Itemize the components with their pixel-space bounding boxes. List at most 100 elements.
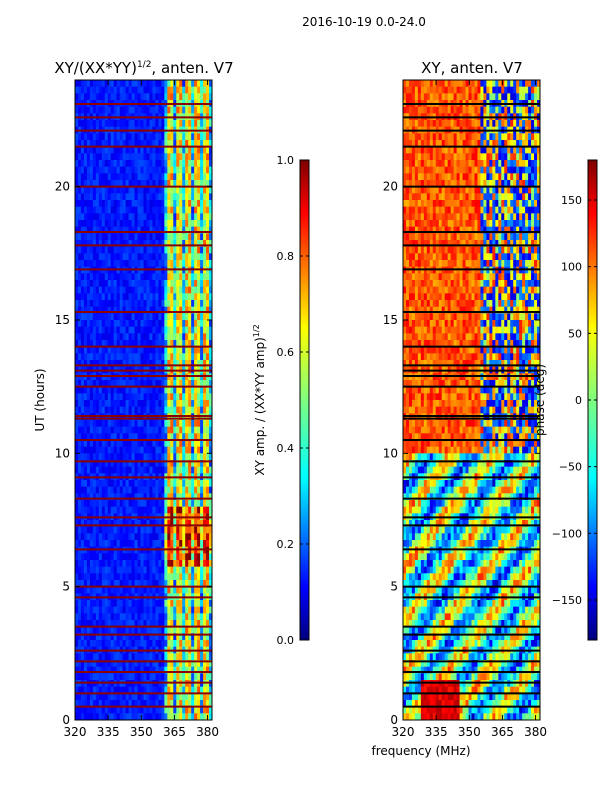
heatmap-cell [206,146,210,154]
heatmap-cell [75,440,79,448]
heatmap-cell [101,226,106,234]
heatmap-cell [429,146,434,154]
heatmap-cell [435,106,440,114]
heatmap-cell [80,173,85,181]
heatmap-cell [197,166,201,174]
heatmap-cell [110,86,115,94]
heatmap-cell [200,580,204,588]
heatmap-cell [185,186,189,194]
heatmap-cell [119,606,124,614]
heatmap-cell [146,213,150,221]
heatmap-cell [194,180,198,188]
heatmap-cell [528,140,532,148]
heatmap-cell [137,360,141,368]
amplitude-colorbar-gradient [299,159,310,641]
heatmap-cell [116,580,121,588]
heatmap-cell [176,313,180,321]
heatmap-cell [176,673,180,681]
heatmap-cell [191,380,195,388]
heatmap-cell [146,506,150,514]
heatmap-cell [468,93,472,101]
heatmap-cell [125,93,130,101]
heatmap-cell [152,306,156,314]
heatmap-cell [182,333,186,341]
heatmap-cell [143,120,147,128]
heatmap-cell [492,120,496,128]
heatmap-cell [92,133,97,141]
heatmap-cell [83,166,88,174]
heatmap-cell [432,106,437,114]
heatmap-cell [152,273,156,281]
heatmap-cell [405,146,410,154]
heatmap-cell [140,300,144,308]
heatmap-cell [206,166,210,174]
heatmap-cell [95,226,100,234]
heatmap-cell [98,620,103,628]
heatmap-cell [188,353,192,361]
heatmap-cell [110,93,115,101]
heatmap-cell [75,233,79,241]
heatmap-cell [128,606,132,614]
heatmap-cell [149,200,153,208]
heatmap-cell [182,653,186,661]
heatmap-cell [89,553,94,561]
heatmap-cell [92,613,97,621]
heatmap-cell [173,326,177,334]
heatmap-cell [173,480,177,488]
heatmap-cell [101,713,106,720]
heatmap-cell [134,340,138,348]
heatmap-cell [143,673,147,681]
heatmap-cell [125,206,130,214]
heatmap-cell [92,520,97,528]
heatmap-cell [155,446,159,454]
heatmap-cell [194,393,198,401]
heatmap-cell [188,346,192,354]
heatmap-cell [143,586,147,594]
heatmap-cell [161,340,165,348]
heatmap-cell [152,333,156,341]
heatmap-cell [107,533,112,541]
heatmap-cell [155,500,159,508]
heatmap-cell [113,86,118,94]
heatmap-cell [80,553,85,561]
heatmap-cell [89,506,94,514]
heatmap-cell [149,713,153,720]
heatmap-cell [152,433,156,441]
heatmap-cell [77,573,82,581]
heatmap-cell [98,220,103,228]
heatmap-cell [113,360,118,368]
heatmap-cell [191,206,195,214]
heatmap-cell [432,86,437,94]
heatmap-cell [158,86,162,94]
heatmap-cell [83,206,88,214]
heatmap-cell [92,180,97,188]
heatmap-cell [137,300,141,308]
heatmap-cell [185,493,189,501]
heatmap-cell [152,166,156,174]
heatmap-cell [89,200,94,208]
heatmap-cell [143,400,147,408]
heatmap-cell [176,580,180,588]
heatmap-cell [173,660,177,668]
heatmap-cell [176,600,180,608]
heatmap-cell [113,306,118,314]
heatmap-cell [450,93,455,101]
heatmap-cell [170,633,174,641]
heatmap-cell [188,340,192,348]
heatmap-cell [86,393,91,401]
heatmap-cell [86,386,91,394]
heatmap-cell [197,446,201,454]
heatmap-cell [182,613,186,621]
heatmap-cell [92,346,97,354]
heatmap-cell [197,173,201,181]
heatmap-cell [188,406,192,414]
heatmap-cell [104,520,109,528]
heatmap-cell [179,460,183,468]
heatmap-cell [405,133,410,141]
heatmap-cell [80,200,85,208]
heatmap-cell [143,540,147,548]
heatmap-cell [119,300,124,308]
heatmap-cell [149,280,153,288]
heatmap-cell [483,80,487,88]
heatmap-cell [146,106,150,114]
